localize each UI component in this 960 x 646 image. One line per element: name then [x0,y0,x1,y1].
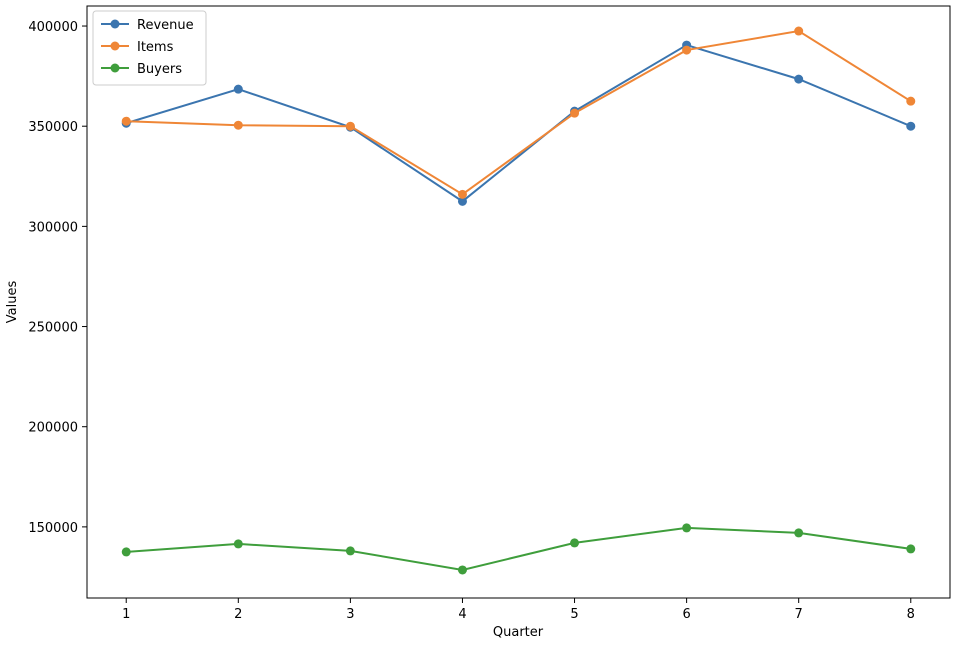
y-tick-label: 350000 [28,120,78,135]
y-axis-title: Values [5,281,20,324]
x-tick-label: 5 [570,607,578,622]
data-point [794,26,804,36]
y-tick-label: 150000 [28,521,78,536]
data-point [345,121,355,131]
series-line [125,43,912,203]
data-point [457,196,467,206]
data-point [121,116,131,126]
data-point [682,45,692,55]
data-point [794,74,804,84]
legend-label: Buyers [137,62,182,77]
series-line [126,526,911,571]
data-point [570,108,580,118]
x-axis-title: Quarter [493,625,544,640]
legend-item: Items [101,40,174,55]
data-point [906,121,916,131]
data-point [457,189,467,199]
x-tick-label: 8 [907,607,915,622]
data-point [906,96,916,106]
legend: Revenue Items Buyers [92,10,207,86]
series-items [121,26,916,199]
x-tick-label: 4 [458,607,466,622]
x-tick-label: 7 [795,607,803,622]
data-point [570,538,580,548]
series-buyers [121,523,916,575]
legend-item: Revenue [101,18,194,33]
data-point [233,539,243,549]
y-tick-label: 200000 [28,421,78,436]
data-point [345,546,355,556]
data-point [906,544,916,554]
data-point [121,547,131,557]
y-tick-label: 300000 [28,220,78,235]
ticks-layer: 1 2 3 4 5 6 7 8 150000 200000 250000 300000 350000 40… [28,20,915,622]
x-tick-label: 6 [682,607,690,622]
data-point [794,528,804,538]
y-tick-label: 400000 [28,20,78,35]
x-tick-label: 1 [122,607,130,622]
x-tick-label: 3 [346,607,354,622]
data-point [233,120,243,130]
legend-label: Items [137,40,174,55]
data-point [682,523,692,533]
y-tick-label: 250000 [28,321,78,336]
legend-marker [110,19,120,29]
x-tick-label: 2 [234,607,242,622]
legend-item: Buyers [101,62,182,77]
legend-label: Revenue [137,18,194,33]
data-point [457,565,467,575]
legend-box [92,10,207,86]
plot-frame [86,5,951,599]
legend-marker [110,41,120,51]
series-line [126,29,912,196]
data-point [233,84,243,94]
legend-marker [110,63,120,73]
series-layer [121,26,916,575]
